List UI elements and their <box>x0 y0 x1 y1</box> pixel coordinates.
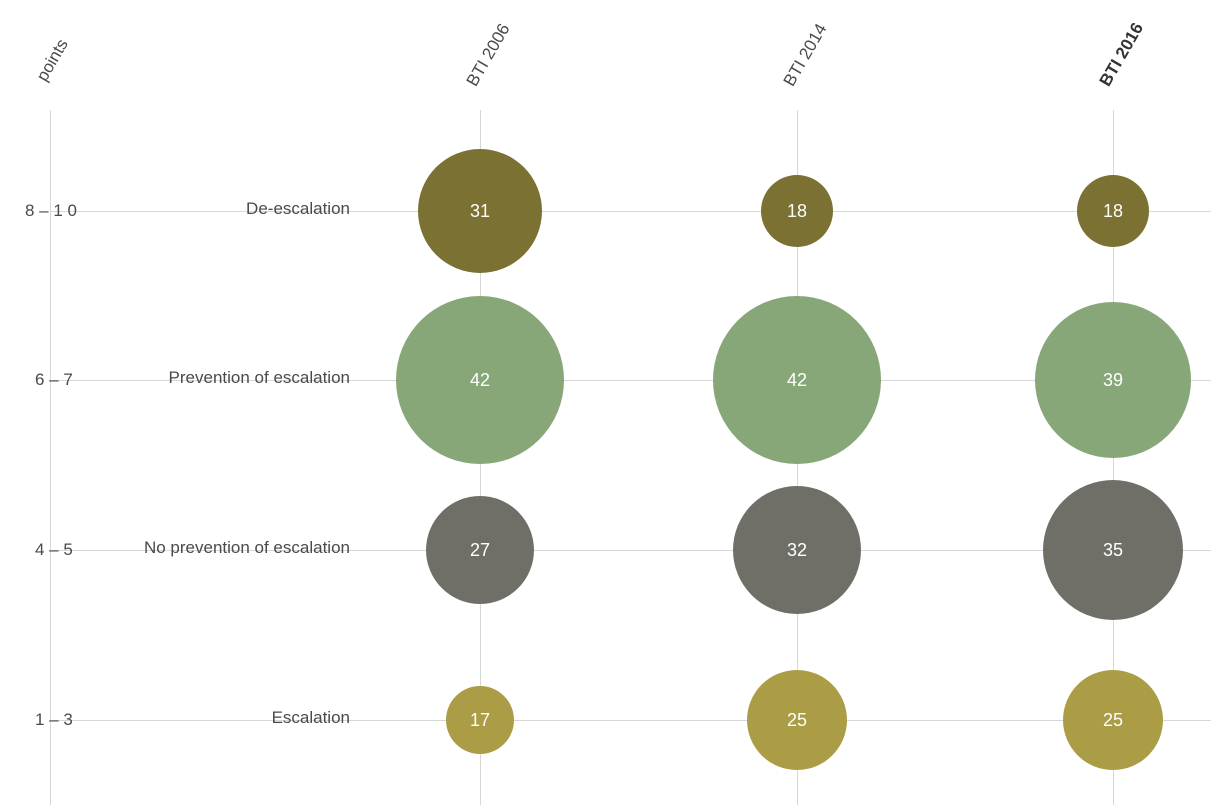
bubble-grid-chart: points BTI 2006 BTI 2014 BTI 2016 8 – 1 … <box>0 0 1211 805</box>
axis-title-points: points <box>33 36 73 85</box>
bubble-prevention-bti2016: 39 <box>1035 302 1191 458</box>
column-header-bti2016: BTI 2016 <box>1096 19 1148 90</box>
bubble-de-escalation-bti2014: 18 <box>761 175 833 247</box>
column-header-bti2006: BTI 2006 <box>463 20 515 90</box>
row-label-prevention: Prevention of escalation <box>10 368 350 388</box>
bubble-escalation-bti2016: 25 <box>1063 670 1163 770</box>
bubble-no-prevention-bti2014: 32 <box>733 486 861 614</box>
bubble-de-escalation-bti2006: 31 <box>418 149 542 273</box>
bubble-prevention-bti2014: 42 <box>713 296 881 464</box>
bubble-de-escalation-bti2016: 18 <box>1077 175 1149 247</box>
bubble-no-prevention-bti2016: 35 <box>1043 480 1183 620</box>
row-label-no-prevention: No prevention of escalation <box>10 538 350 558</box>
row-label-de-escalation: De-escalation <box>10 199 350 219</box>
bubble-prevention-bti2006: 42 <box>396 296 564 464</box>
row-label-escalation: Escalation <box>10 708 350 728</box>
column-header-bti2014: BTI 2014 <box>780 20 832 90</box>
bubble-escalation-bti2006: 17 <box>446 686 514 754</box>
bubble-escalation-bti2014: 25 <box>747 670 847 770</box>
bubble-no-prevention-bti2006: 27 <box>426 496 534 604</box>
